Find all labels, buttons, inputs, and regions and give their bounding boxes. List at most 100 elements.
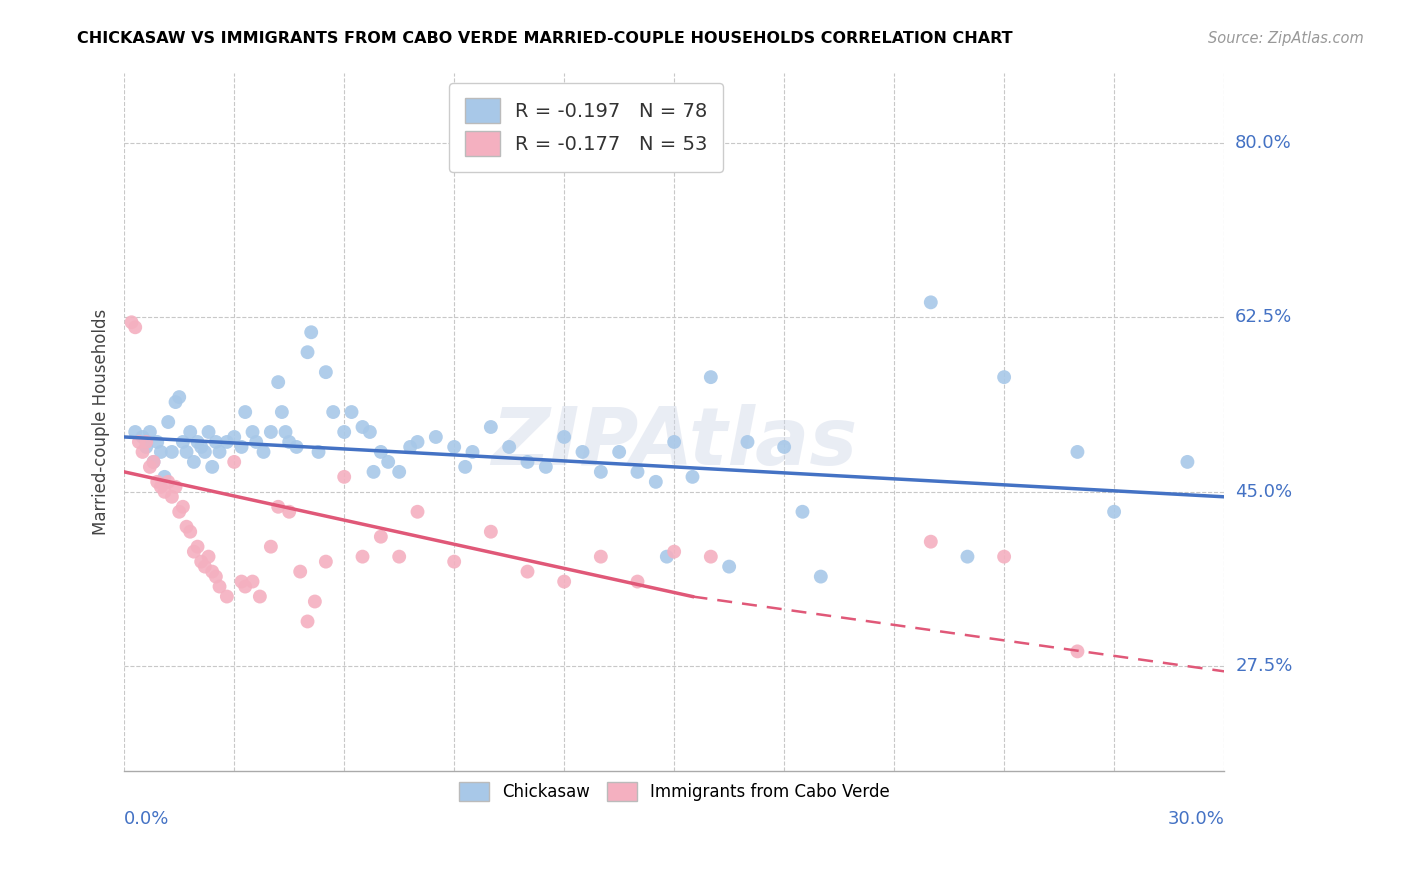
Point: [315, 365, 337, 379]
Point: [224, 430, 246, 444]
Point: [274, 425, 297, 439]
Point: [662, 434, 685, 449]
Point: [406, 434, 429, 449]
Point: [160, 445, 183, 459]
Point: [267, 500, 290, 514]
Point: [194, 445, 217, 459]
Point: [167, 390, 190, 404]
Point: [128, 434, 150, 449]
Point: [682, 470, 704, 484]
Point: [308, 445, 330, 459]
Point: [1177, 455, 1199, 469]
Point: [340, 405, 363, 419]
Point: [165, 480, 187, 494]
Point: [993, 370, 1015, 384]
Point: [139, 459, 162, 474]
Point: [443, 555, 465, 569]
Text: 80.0%: 80.0%: [1236, 134, 1292, 152]
Point: [187, 540, 209, 554]
Point: [700, 370, 723, 384]
Point: [183, 544, 205, 558]
Point: [142, 455, 165, 469]
Point: [589, 465, 612, 479]
Point: [205, 434, 228, 449]
Point: [278, 434, 301, 449]
Point: [589, 549, 612, 564]
Point: [290, 565, 312, 579]
Point: [194, 559, 217, 574]
Point: [399, 440, 422, 454]
Point: [205, 569, 228, 583]
Point: [160, 490, 183, 504]
Point: [810, 569, 832, 583]
Point: [149, 445, 172, 459]
Point: [131, 445, 153, 459]
Point: [773, 440, 796, 454]
Point: [626, 574, 648, 589]
Point: [352, 420, 374, 434]
Point: [176, 445, 198, 459]
Point: [718, 559, 741, 574]
Point: [179, 425, 201, 439]
Point: [425, 430, 447, 444]
Point: [208, 580, 231, 594]
Point: [242, 574, 264, 589]
Point: [920, 534, 942, 549]
Point: [553, 430, 575, 444]
Point: [201, 459, 224, 474]
Point: [1066, 445, 1088, 459]
Point: [737, 434, 759, 449]
Point: [245, 434, 267, 449]
Point: [190, 555, 212, 569]
Point: [176, 520, 198, 534]
Point: [333, 425, 356, 439]
Point: [135, 440, 157, 454]
Text: 45.0%: 45.0%: [1236, 483, 1292, 500]
Point: [297, 345, 319, 359]
Point: [516, 455, 538, 469]
Point: [662, 544, 685, 558]
Point: [233, 405, 256, 419]
Point: [153, 484, 176, 499]
Point: [1102, 505, 1125, 519]
Point: [479, 420, 502, 434]
Point: [315, 555, 337, 569]
Point: [956, 549, 979, 564]
Text: 62.5%: 62.5%: [1236, 309, 1292, 326]
Point: [215, 434, 238, 449]
Y-axis label: Married-couple Households: Married-couple Households: [93, 309, 110, 535]
Point: [607, 445, 630, 459]
Point: [121, 315, 143, 329]
Point: [792, 505, 814, 519]
Point: [359, 425, 381, 439]
Legend: Chickasaw, Immigrants from Cabo Verde: Chickasaw, Immigrants from Cabo Verde: [451, 775, 896, 808]
Point: [993, 549, 1015, 564]
Text: 30.0%: 30.0%: [1167, 810, 1225, 828]
Point: [498, 440, 520, 454]
Point: [197, 549, 219, 564]
Point: [146, 475, 169, 489]
Point: [153, 470, 176, 484]
Point: [270, 405, 292, 419]
Point: [370, 445, 392, 459]
Point: [363, 465, 385, 479]
Point: [146, 434, 169, 449]
Point: [377, 455, 399, 469]
Point: [124, 425, 146, 439]
Point: [299, 325, 322, 339]
Point: [461, 445, 484, 459]
Point: [406, 505, 429, 519]
Point: [333, 470, 356, 484]
Point: [443, 440, 465, 454]
Point: [370, 530, 392, 544]
Point: [142, 455, 165, 469]
Point: [700, 549, 723, 564]
Point: [267, 375, 290, 389]
Point: [285, 440, 308, 454]
Point: [190, 440, 212, 454]
Point: [304, 594, 326, 608]
Point: [571, 445, 593, 459]
Point: [165, 395, 187, 409]
Point: [131, 430, 153, 444]
Point: [626, 465, 648, 479]
